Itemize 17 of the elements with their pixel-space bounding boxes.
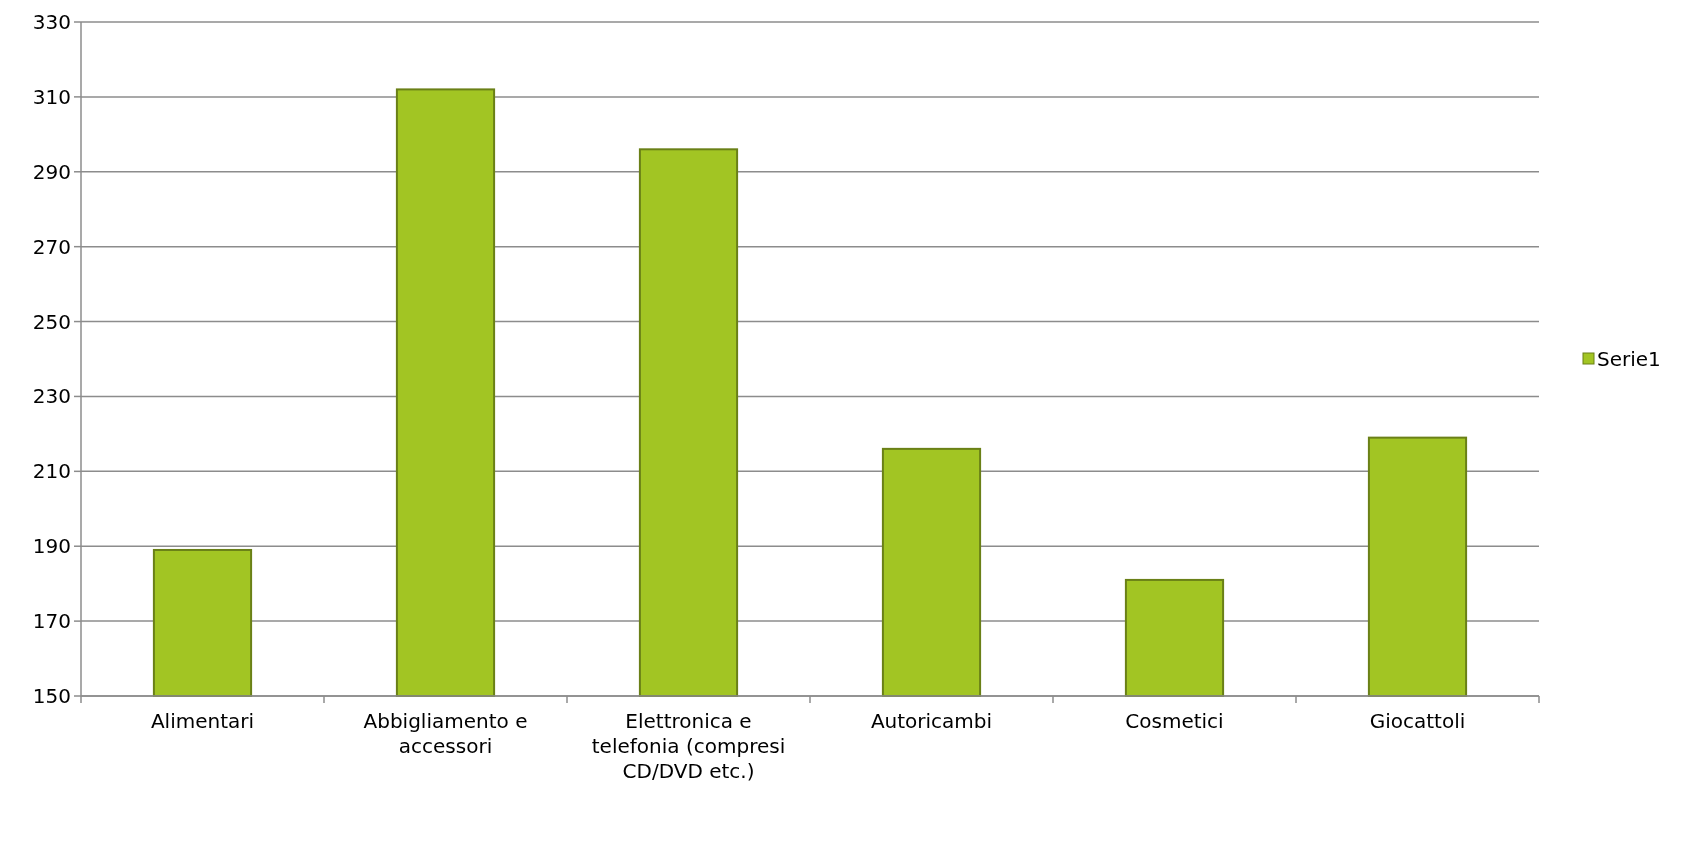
x-tick-label: Elettronica e telefonia (compresi CD/DVD etc.) xyxy=(591,709,786,783)
y-tick-label: 330 xyxy=(32,10,71,34)
x-tick-label: Alimentari xyxy=(150,709,255,733)
y-tick-label: 310 xyxy=(32,84,71,109)
y-tick-label: 270 xyxy=(32,234,71,259)
x-tick-label: Autoricambi xyxy=(870,709,993,733)
y-tick-label: 150 xyxy=(32,684,71,708)
y-tick-label: 190 xyxy=(32,534,71,559)
y-tick-label: 290 xyxy=(32,159,71,184)
x-tick-label: Abbigliamento e accessori xyxy=(363,709,528,758)
y-tick-label: 170 xyxy=(32,609,71,634)
x-tick-label: Giocattoli xyxy=(1369,709,1466,733)
legend-label: Serie1 xyxy=(1597,347,1661,371)
y-tick-label: 230 xyxy=(32,384,71,409)
y-tick-label: 210 xyxy=(32,459,71,484)
y-tick-label: 250 xyxy=(32,309,71,334)
x-tick-label: Cosmetici xyxy=(1125,709,1224,733)
